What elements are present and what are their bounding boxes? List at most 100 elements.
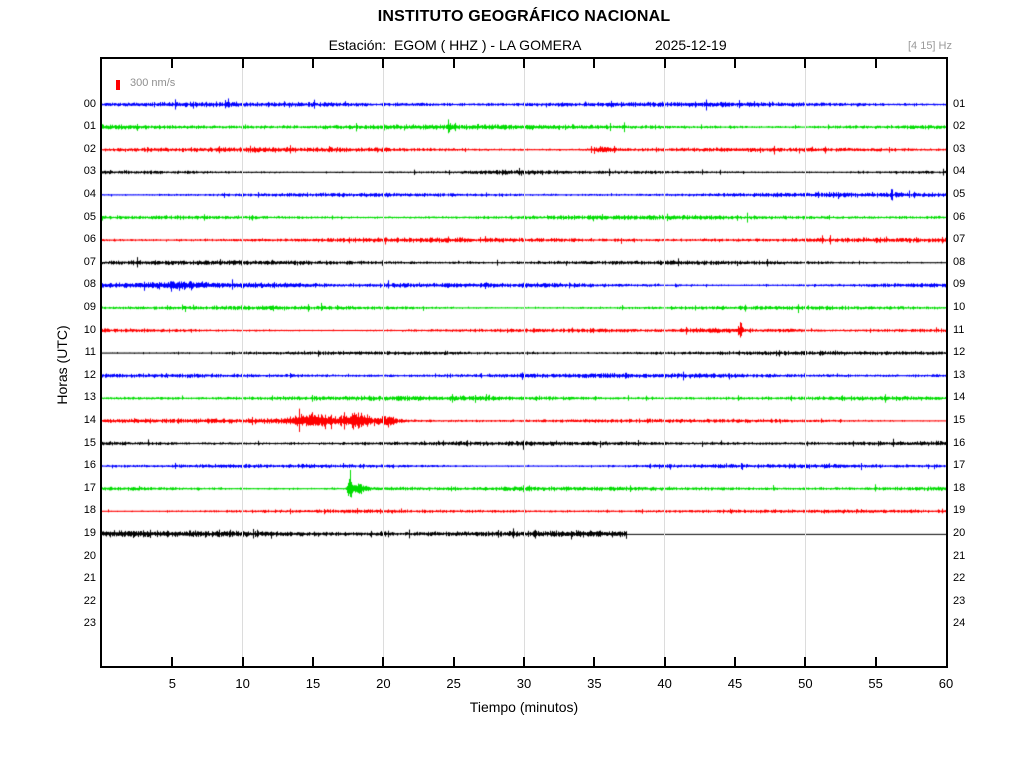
hour-left-label-13: 13 [83, 391, 96, 404]
tick-top-30min [523, 59, 525, 68]
gridline-30min [523, 59, 525, 666]
x-tick-label-25: 25 [446, 676, 461, 691]
hour-left-label-05: 05 [83, 210, 96, 223]
tick-top-20min [382, 59, 385, 68]
hour-left-label-17: 17 [83, 481, 96, 494]
hour-left-label-09: 09 [83, 300, 96, 313]
hour-right-label-02: 02 [953, 120, 966, 133]
x-axis-title: Tiempo (minutos) [469, 699, 579, 715]
tick-top-10min [241, 59, 244, 68]
x-tick-label-50: 50 [798, 676, 813, 691]
hour-left-label-15: 15 [83, 436, 96, 449]
x-axis-tick-labels: 5 10 15 20 25 30 35 40 45 50 55 60 [102, 676, 954, 694]
hour-right-label-23: 23 [953, 594, 966, 607]
tick-bottom-15min [312, 657, 314, 666]
hour-right-label-08: 08 [953, 255, 966, 268]
hour-right-label-24: 24 [953, 617, 966, 630]
gridline-40min [664, 59, 666, 666]
tick-bottom-5min [171, 657, 174, 666]
hour-right-label-05: 05 [953, 187, 966, 200]
hour-left-label-18: 18 [83, 504, 96, 517]
tick-top-50min [804, 59, 807, 68]
tick-top-35min [593, 59, 596, 68]
tick-top-5min [171, 59, 174, 68]
tick-bottom-40min [663, 657, 666, 666]
hour-left-label-21: 21 [83, 572, 96, 585]
hour-right-label-17: 17 [953, 459, 966, 472]
gridline-50min [804, 59, 806, 666]
hour-left-label-23: 23 [83, 617, 96, 630]
hour-right-label-04: 04 [953, 165, 966, 178]
tick-bottom-30min [523, 657, 525, 666]
hour-right-label-20: 20 [953, 526, 966, 539]
hour-left-label-12: 12 [83, 368, 96, 381]
hour-left-label-03: 03 [83, 165, 96, 178]
hour-left-label-10: 10 [83, 323, 96, 336]
hour-right-label-14: 14 [953, 391, 966, 404]
tick-top-40min [663, 59, 666, 68]
tick-bottom-10min [241, 657, 244, 666]
filter-band-label: [4 15] Hz [907, 40, 952, 52]
station-line: Estación: EGOM ( HHZ ) - LA GOMERA [255, 37, 655, 53]
hour-left-label-14: 14 [83, 413, 96, 426]
station-label: Estación: [328, 37, 387, 53]
hour-right-label-09: 09 [953, 278, 966, 291]
tick-bottom-50min [804, 657, 807, 666]
hour-left-label-01: 01 [83, 120, 96, 133]
x-tick-label-10: 10 [235, 676, 250, 691]
helicorder-plot: 300 nm/s [100, 57, 948, 668]
plot-date: 2025-12-19 [655, 37, 727, 53]
tick-bottom-25min [452, 657, 455, 666]
gridline-10min [242, 59, 244, 666]
tick-top-55min [874, 59, 877, 68]
station-value: EGOM ( HHZ ) - LA GOMERA [393, 37, 582, 53]
hour-left-label-02: 02 [83, 142, 96, 155]
hour-left-label-04: 04 [83, 187, 96, 200]
x-tick-label-60: 60 [938, 676, 954, 691]
hour-right-label-03: 03 [953, 142, 966, 155]
tick-bottom-35min [593, 657, 596, 666]
hour-left-label-20: 20 [83, 549, 96, 562]
hour-left-label-00: 00 [83, 97, 96, 110]
x-tick-label-55: 55 [868, 676, 883, 691]
x-tick-label-20: 20 [376, 676, 391, 691]
x-tick-label-30: 30 [516, 676, 532, 691]
x-tick-label-15: 15 [305, 676, 321, 691]
hour-right-label-01: 01 [953, 97, 966, 110]
hour-left-label-22: 22 [83, 594, 96, 607]
tick-bottom-55min [874, 657, 877, 666]
hour-right-label-12: 12 [953, 346, 966, 359]
x-tick-label-35: 35 [587, 676, 602, 691]
hour-left-label-16: 16 [83, 459, 96, 472]
page-title: INSTITUTO GEOGRÁFICO NACIONAL [377, 8, 671, 25]
amplitude-scale-icon [116, 80, 120, 90]
tick-bottom-45min [734, 657, 736, 666]
hour-right-label-22: 22 [953, 572, 966, 585]
hour-right-label-07: 07 [953, 233, 966, 246]
hour-left-label-07: 07 [83, 255, 96, 268]
hour-left-label-11: 11 [84, 346, 96, 359]
tick-bottom-20min [382, 657, 385, 666]
hour-left-label-08: 08 [83, 278, 96, 291]
tick-top-15min [312, 59, 314, 68]
gridline-20min [382, 59, 384, 666]
hour-right-label-11: 11 [953, 323, 965, 336]
hour-left-label-06: 06 [83, 233, 96, 246]
hour-right-label-13: 13 [953, 368, 966, 381]
hour-right-label-15: 15 [953, 413, 966, 426]
tick-top-45min [734, 59, 736, 68]
tick-top-25min [452, 59, 455, 68]
hour-right-label-10: 10 [953, 300, 966, 313]
y-axis-title: Horas (UTC) [54, 325, 70, 405]
hour-right-label-16: 16 [953, 436, 966, 449]
hour-left-label-19: 19 [83, 526, 96, 539]
x-tick-label-5: 5 [168, 676, 176, 691]
x-tick-label-45: 45 [727, 676, 743, 691]
hour-right-label-06: 06 [953, 210, 966, 223]
hour-right-label-21: 21 [953, 549, 966, 562]
x-tick-label-40: 40 [657, 676, 672, 691]
amplitude-scale-label: 300 nm/s [130, 77, 176, 89]
hour-right-label-18: 18 [953, 481, 966, 494]
hour-right-label-19: 19 [953, 504, 966, 517]
